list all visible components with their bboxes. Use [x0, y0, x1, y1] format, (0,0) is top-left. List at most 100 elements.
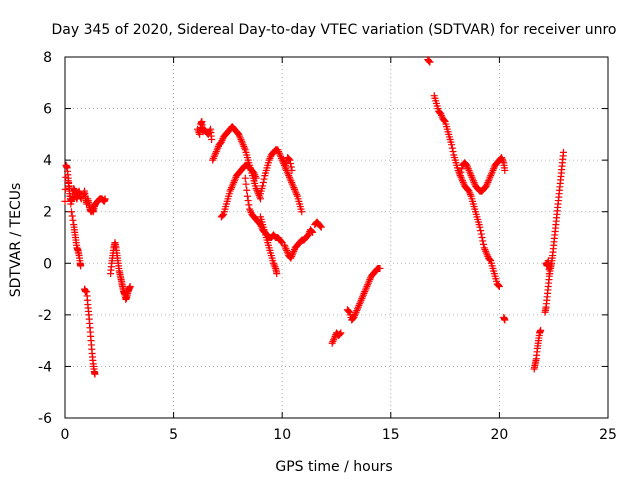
- data-point: [288, 178, 296, 186]
- data-point: [68, 208, 76, 216]
- data-point: [270, 259, 278, 267]
- data-point: [481, 246, 489, 254]
- data-point: [484, 178, 492, 186]
- data-point: [494, 281, 502, 289]
- y-tick-label: 4: [43, 153, 52, 169]
- data-point: [317, 222, 325, 230]
- data-point: [227, 185, 235, 193]
- data-point: [482, 249, 490, 257]
- data-point: [485, 177, 493, 185]
- y-tick-label: -2: [38, 308, 52, 324]
- data-point: [465, 187, 473, 195]
- data-point: [290, 247, 298, 255]
- data-point: [235, 130, 243, 138]
- data-point: [285, 173, 293, 181]
- data-point: [358, 295, 366, 303]
- data-point: [501, 166, 509, 174]
- data-point: [366, 276, 374, 284]
- data-point: [449, 148, 457, 156]
- data-point: [479, 237, 487, 245]
- data-point: [440, 116, 448, 124]
- data-point: [226, 187, 234, 195]
- data-point: [485, 255, 493, 263]
- data-point: [350, 313, 358, 321]
- data-point: [285, 155, 293, 163]
- x-tick-label: 15: [382, 427, 400, 443]
- data-point: [284, 154, 292, 162]
- data-point: [68, 212, 76, 220]
- data-point: [228, 182, 236, 190]
- data-point: [288, 180, 296, 188]
- data-point: [363, 282, 371, 290]
- data-point: [486, 173, 494, 181]
- data-point: [209, 156, 217, 164]
- data-point: [126, 282, 134, 290]
- data-point: [246, 207, 254, 215]
- data-point: [330, 336, 338, 344]
- data-point: [357, 296, 365, 304]
- data-points: [61, 56, 567, 378]
- data-point: [482, 247, 490, 255]
- data-point: [91, 370, 99, 378]
- data-point: [251, 171, 259, 179]
- data-point: [364, 281, 372, 289]
- data-point: [459, 178, 467, 186]
- data-point: [469, 175, 477, 183]
- data-point: [480, 244, 488, 252]
- data-point: [336, 330, 344, 338]
- data-point: [237, 136, 245, 144]
- data-point: [239, 141, 247, 149]
- data-point: [287, 160, 295, 168]
- y-axis-label: SDTVAR / TECUs: [8, 183, 24, 298]
- data-point: [242, 180, 250, 188]
- data-point: [290, 184, 298, 192]
- data-point: [485, 175, 493, 183]
- data-point: [255, 191, 263, 199]
- x-tick-label: 0: [61, 427, 70, 443]
- data-point: [359, 291, 367, 299]
- x-tick-label: 25: [599, 427, 617, 443]
- data-point: [469, 177, 477, 185]
- data-point: [476, 223, 484, 231]
- data-point: [206, 127, 214, 135]
- data-point: [241, 174, 249, 182]
- data-point: [281, 243, 289, 251]
- data-point: [559, 148, 567, 156]
- data-point: [275, 148, 283, 156]
- data-point: [477, 227, 485, 235]
- data-point: [218, 212, 226, 220]
- data-point: [289, 249, 297, 257]
- data-point: [66, 192, 74, 200]
- data-point: [440, 117, 448, 125]
- y-tick-label: 2: [43, 205, 52, 221]
- data-point: [376, 264, 384, 272]
- data-point: [466, 189, 474, 197]
- data-point: [448, 141, 456, 149]
- data-point: [488, 168, 496, 176]
- data-point: [236, 134, 244, 142]
- chart-title: Day 345 of 2020, Sidereal Day-to-day VTE…: [52, 22, 617, 38]
- data-point: [456, 170, 464, 178]
- data-point: [479, 240, 487, 248]
- data-point: [489, 166, 497, 174]
- data-point: [344, 307, 352, 315]
- data-point: [243, 186, 251, 194]
- data-point: [487, 172, 495, 180]
- data-point: [501, 316, 509, 324]
- data-point: [251, 172, 259, 180]
- data-point: [231, 175, 239, 183]
- data-point: [283, 168, 291, 176]
- data-point: [289, 182, 297, 190]
- data-point: [351, 310, 359, 318]
- data-point: [498, 154, 506, 162]
- data-point: [482, 182, 490, 190]
- data-point: [211, 151, 219, 159]
- data-point: [458, 177, 466, 185]
- data-point: [537, 326, 545, 334]
- data-point: [282, 245, 290, 253]
- data-point: [218, 136, 226, 144]
- data-point: [362, 284, 370, 292]
- data-point: [345, 307, 353, 315]
- data-point: [65, 185, 73, 193]
